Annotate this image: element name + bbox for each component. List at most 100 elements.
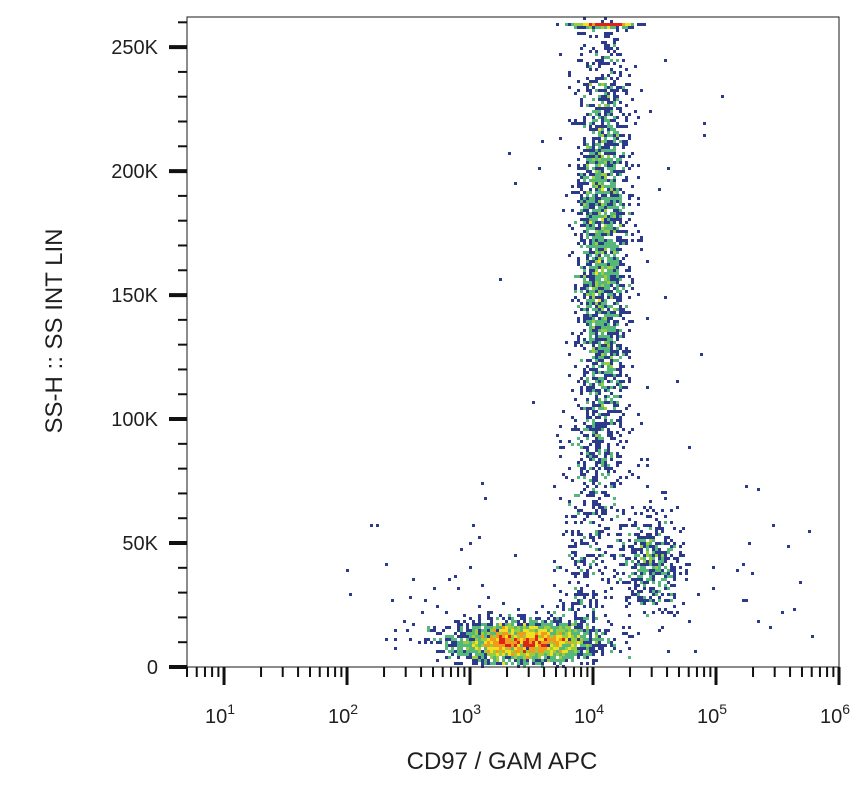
event-dot <box>583 32 586 35</box>
event-dot <box>532 644 535 647</box>
event-dot <box>652 536 655 539</box>
event-dot <box>598 311 601 314</box>
event-dot <box>604 320 607 323</box>
event-dot <box>604 140 607 143</box>
event-dot <box>595 659 598 662</box>
event-dot <box>619 194 622 197</box>
event-dot <box>595 161 598 164</box>
event-dot <box>571 479 574 482</box>
event-dot <box>595 533 598 536</box>
event-dot <box>598 443 601 446</box>
event-dot <box>634 578 637 581</box>
event-dot <box>580 209 583 212</box>
event-dot <box>598 272 601 275</box>
event-dot <box>598 65 601 68</box>
event-dot <box>562 608 565 611</box>
event-dot <box>598 449 601 452</box>
event-dot <box>607 470 610 473</box>
event-dot <box>628 284 631 287</box>
event-dot <box>460 629 463 632</box>
event-dot <box>646 614 649 617</box>
event-dot <box>613 143 616 146</box>
event-dot <box>616 134 619 137</box>
event-dot <box>598 413 601 416</box>
event-dot <box>511 638 514 641</box>
event-dot <box>613 257 616 260</box>
event-dot <box>589 644 592 647</box>
event-dot <box>655 569 658 572</box>
event-dot <box>586 200 589 203</box>
event-dot <box>541 641 544 644</box>
event-dot <box>616 86 619 89</box>
event-dot <box>586 191 589 194</box>
event-dot <box>595 500 598 503</box>
event-dot <box>565 659 568 662</box>
event-dot <box>610 101 613 104</box>
event-dot <box>583 653 586 656</box>
event-dot <box>607 344 610 347</box>
event-dot <box>574 641 577 644</box>
event-dot <box>607 413 610 416</box>
event-dot <box>508 647 511 650</box>
event-dot <box>586 257 589 260</box>
event-dot <box>610 410 613 413</box>
event-dot <box>583 209 586 212</box>
event-dot <box>604 92 607 95</box>
event-dot <box>649 515 652 518</box>
event-dot <box>466 635 469 638</box>
event-dot <box>586 389 589 392</box>
event-dot <box>601 179 604 182</box>
event-dot <box>616 125 619 128</box>
event-dot <box>601 182 604 185</box>
event-dot <box>583 230 586 233</box>
event-dot <box>571 551 574 554</box>
event-dot <box>586 161 589 164</box>
event-dot <box>526 629 529 632</box>
event-dot <box>604 221 607 224</box>
event-dot <box>589 635 592 638</box>
event-dot <box>658 554 661 557</box>
event-dot <box>622 86 625 89</box>
event-dot <box>583 23 586 26</box>
event-dot <box>568 623 571 626</box>
event-dot <box>607 410 610 413</box>
event-dot <box>574 653 577 656</box>
event-dot <box>610 149 613 152</box>
event-dot <box>580 122 583 125</box>
event-dot <box>610 434 613 437</box>
event-dot <box>610 194 613 197</box>
event-dot <box>613 263 616 266</box>
event-dot <box>589 122 592 125</box>
event-dot <box>637 230 640 233</box>
event-dot <box>553 662 556 665</box>
event-dot <box>532 401 535 404</box>
event-dot <box>487 596 490 599</box>
event-dot <box>640 248 643 251</box>
event-dot <box>574 647 577 650</box>
event-dot <box>613 503 616 506</box>
event-dot <box>619 173 622 176</box>
event-dot <box>523 632 526 635</box>
event-dot <box>430 629 433 632</box>
event-dot <box>595 470 598 473</box>
event-dot <box>625 254 628 257</box>
event-dot <box>583 125 586 128</box>
event-dot <box>577 122 580 125</box>
event-dot <box>631 287 634 290</box>
event-dot <box>529 617 532 620</box>
event-dot <box>601 194 604 197</box>
event-dot <box>610 224 613 227</box>
event-dot <box>625 524 628 527</box>
event-dot <box>580 635 583 638</box>
event-dot <box>580 266 583 269</box>
event-dot <box>601 62 604 65</box>
event-dot <box>604 251 607 254</box>
event-dot <box>550 614 553 617</box>
event-dot <box>598 647 601 650</box>
event-dot <box>592 617 595 620</box>
event-dot <box>586 371 589 374</box>
x-axis: 101 102 103 104 105 106 <box>186 667 850 728</box>
event-dot <box>583 632 586 635</box>
event-dot <box>634 224 637 227</box>
event-dot <box>574 287 577 290</box>
